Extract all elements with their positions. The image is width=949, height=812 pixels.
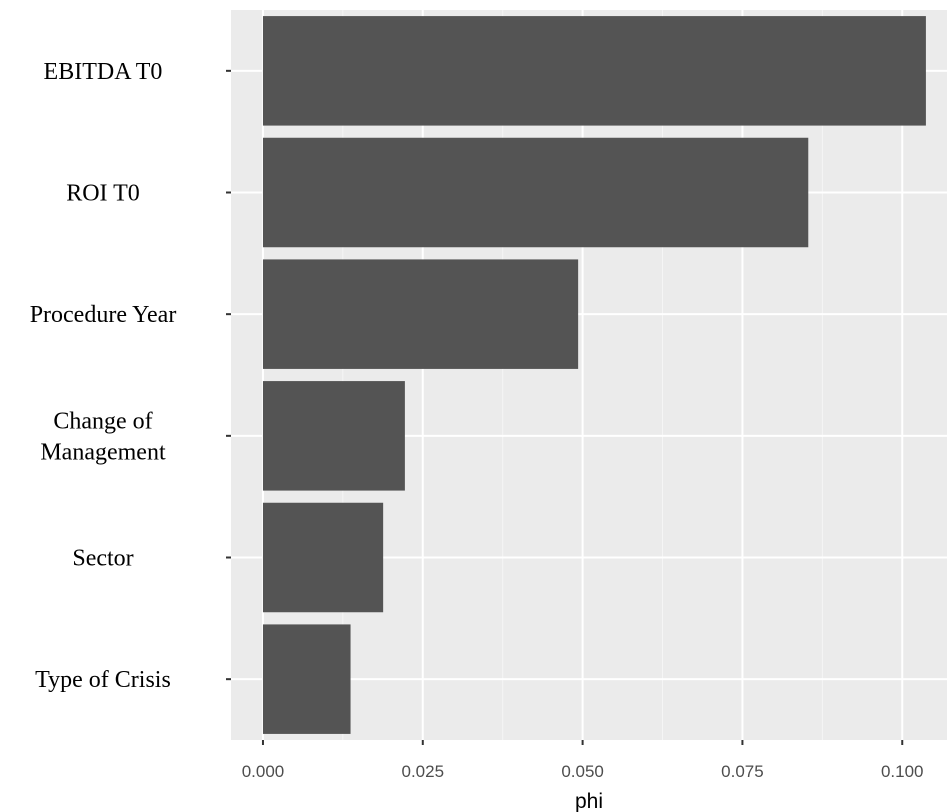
x-tick-label: 0.050 [561, 762, 604, 781]
y-category-label: Type of Crisis [35, 667, 171, 693]
y-axis-category-labels: EBITDA T0 ROI T0 Procedure Year Change of Ma… [30, 59, 177, 693]
y-category-label: Management [40, 439, 166, 465]
x-tick-label: 0.100 [881, 762, 924, 781]
x-tick-label: 0.075 [721, 762, 764, 781]
x-tick-label: 0.025 [402, 762, 445, 781]
bar [262, 624, 351, 734]
x-axis-title: phi [575, 790, 603, 812]
y-category-label: Procedure Year [30, 302, 177, 328]
bar [262, 259, 579, 369]
bar [262, 16, 926, 126]
y-axis-ticks [226, 69, 231, 681]
y-category-label: Change of [53, 408, 152, 434]
bar [262, 137, 809, 248]
bar [262, 502, 384, 613]
y-category-label: ROI T0 [66, 181, 140, 207]
x-tick-label: 0.000 [242, 762, 285, 781]
bars [262, 16, 926, 734]
bar [262, 381, 405, 491]
x-axis-ticks: 0.000 0.025 0.050 0.075 0.100 [242, 740, 924, 781]
plot-panel [231, 10, 947, 740]
y-category-label: Sector [72, 546, 133, 572]
y-category-label: EBITDA T0 [44, 59, 163, 85]
